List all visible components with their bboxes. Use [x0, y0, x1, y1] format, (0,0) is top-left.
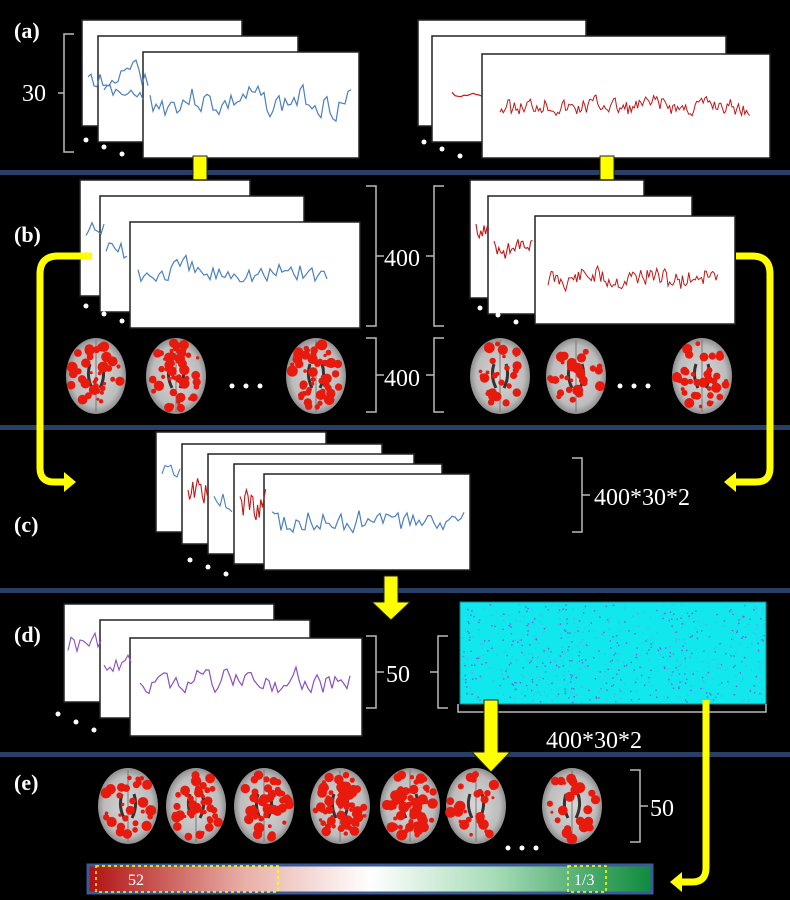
panel-label-e: (e)	[14, 770, 38, 795]
ellipsis-dot	[101, 144, 107, 150]
curved-arrow-right-head	[724, 472, 736, 492]
ellipsis-dot	[223, 571, 229, 577]
panel-b-map-brace: 400	[366, 337, 444, 413]
count-label-50-maps: 50	[650, 796, 674, 822]
panel-label-c: (c)	[14, 512, 38, 537]
panel-label-a: (a)	[14, 18, 40, 43]
signal-trace-purple	[139, 664, 351, 695]
signal-trace-blue	[105, 241, 128, 259]
colorbar-right-value: 1/3	[574, 872, 594, 889]
brain-activation-map	[470, 338, 530, 414]
brain-activation-map	[380, 768, 440, 844]
panel-c-brace: 400*30*2	[572, 457, 690, 533]
panel-e-ellipsis	[505, 845, 539, 851]
curved-arrow-to-colorbar	[682, 700, 710, 886]
signal-trace-blue	[137, 253, 328, 283]
signal-trace-red	[493, 239, 533, 259]
colorbar: 52 1/3	[86, 863, 654, 895]
ellipsis-dot	[439, 146, 445, 152]
panel-d-component-stack	[55, 603, 363, 737]
panel-a-count-brace: 30	[22, 33, 74, 153]
brain-activation-map	[234, 768, 295, 844]
brain-activation-map	[286, 338, 346, 414]
ellipsis-dot	[513, 319, 519, 325]
ellipsis-dot	[83, 137, 89, 143]
separator-bc	[0, 425, 790, 430]
count-label-total: 400*30*2	[594, 485, 690, 511]
arrow-down-c-d	[370, 575, 412, 621]
panel-d-brace-left: 50	[366, 635, 448, 709]
ellipsis-dot	[205, 564, 211, 570]
count-label-50-components: 50	[386, 662, 410, 688]
matrix-speckle	[462, 604, 765, 704]
panel-b-brain-maps	[66, 338, 732, 414]
panel-d-brace-bottom: 400*30*2	[457, 704, 767, 754]
panel-label-d: (d)	[14, 622, 41, 647]
signal-trace-purple	[103, 653, 132, 673]
arrow-down-d-e	[470, 699, 512, 773]
panel-label-b: (b)	[14, 222, 41, 247]
brain-activation-map	[98, 768, 158, 844]
panel-e-brain-maps	[98, 768, 602, 845]
brain-activation-map	[66, 338, 126, 414]
curved-arrow-left	[36, 252, 92, 486]
ellipsis-dot	[187, 557, 193, 563]
ellipsis-dot	[495, 312, 501, 318]
panel-b-signal-brace: 400	[366, 185, 444, 327]
curved-arrow-left-head	[64, 472, 76, 492]
signal-trace-red	[239, 487, 267, 521]
mixing-matrix	[459, 601, 767, 705]
signal-trace-blue	[103, 84, 144, 100]
signal-trace-blue	[85, 221, 105, 236]
signal-trace-blue	[213, 493, 233, 513]
brain-activation-map	[542, 768, 602, 845]
curved-arrow-right	[734, 252, 774, 486]
ellipsis-dot	[457, 153, 463, 159]
colorbar-highlight-right	[567, 865, 607, 893]
curved-arrow-to-colorbar-head	[670, 872, 682, 892]
count-label-400-maps: 400	[384, 366, 420, 392]
ellipsis-dot	[421, 139, 427, 145]
ellipsis-dot	[55, 711, 61, 717]
count-label-400-signals: 400	[384, 246, 420, 272]
brain-activation-map	[166, 768, 226, 844]
colorbar-left-value: 52	[128, 872, 144, 889]
brain-activation-map	[671, 338, 732, 414]
panel-a-blue-stack	[81, 19, 360, 159]
panel-a-red-stack	[417, 19, 771, 159]
ellipsis-dot	[119, 151, 125, 157]
ellipsis-dot	[91, 727, 97, 733]
ellipsis-dot	[83, 303, 89, 309]
signal-trace-blue	[161, 464, 181, 478]
ellipsis-dot	[73, 719, 79, 725]
ellipsis-dot	[477, 305, 483, 311]
brain-activation-map	[445, 768, 506, 844]
separator-ab	[0, 170, 790, 175]
panel-e-brace: 50	[630, 769, 674, 843]
count-label-matrix-width: 400*30*2	[546, 728, 642, 754]
ellipsis-dot	[119, 318, 125, 324]
signal-trace-blue	[149, 83, 352, 123]
signal-trace-blue	[271, 510, 465, 534]
signal-trace-red	[451, 91, 483, 98]
panel-b-ellipsis	[229, 383, 651, 389]
brain-activation-map	[546, 338, 606, 414]
panel-c-concatenated-stack	[155, 431, 471, 577]
colorbar-highlight-left	[95, 865, 279, 893]
ellipsis-dot	[101, 311, 107, 317]
signal-trace-purple	[67, 631, 102, 654]
brain-activation-map	[146, 338, 206, 414]
signal-trace-blue	[87, 59, 149, 88]
panel-b-red-stack	[469, 179, 736, 325]
signal-trace-red	[187, 478, 210, 504]
panel-b-blue-stack	[79, 179, 361, 329]
signal-trace-red	[499, 93, 750, 118]
signal-trace-red	[547, 264, 719, 293]
brain-activation-map	[310, 768, 370, 844]
signal-trace-red	[475, 223, 490, 240]
count-label-30: 30	[22, 81, 46, 107]
separator-de	[0, 752, 790, 757]
